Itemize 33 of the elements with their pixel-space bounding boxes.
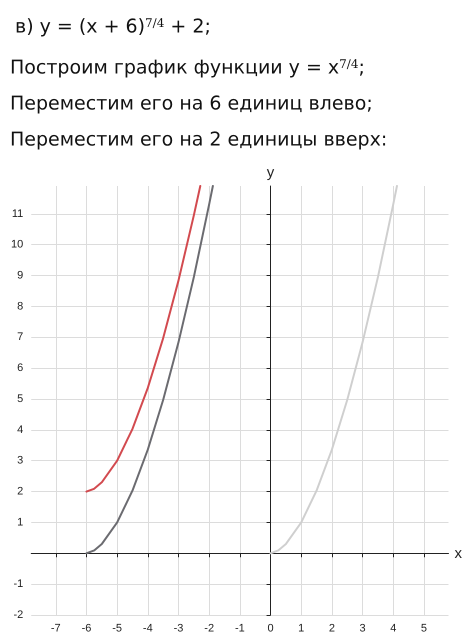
y-axis-title: y (266, 164, 275, 181)
line-series (270, 185, 398, 554)
x-axis-title: x (454, 544, 462, 562)
y-tick-label: -1 (13, 578, 24, 590)
line-series (85, 185, 202, 493)
y-tick-label: 8 (17, 300, 24, 312)
line-series (85, 185, 214, 554)
x-tick-label: -2 (204, 622, 214, 634)
x-tick-label: 5 (420, 622, 428, 634)
y-tick-label: 3 (17, 454, 24, 467)
x-tick-label: -3 (174, 622, 184, 634)
x-tick-label: 2 (328, 622, 335, 634)
text: Переместим его на 6 единиц влево; (10, 92, 373, 114)
y-tick-label: 2 (17, 486, 24, 498)
x-tick-label: -5 (112, 622, 122, 634)
y-tick-label: 6 (17, 362, 24, 374)
x-tick-label: -4 (142, 622, 153, 634)
y-tick-label: 4 (17, 424, 24, 436)
y-tick-label: 10 (10, 238, 24, 251)
x-tick-label: -6 (82, 622, 92, 634)
y-tick-label: -2 (13, 609, 24, 621)
y-tick-label: 1 (17, 516, 24, 528)
x-tick-label: 0 (267, 622, 274, 634)
y-tick-label: 7 (17, 331, 24, 344)
x-tick-label: 4 (390, 622, 396, 634)
y-tick-label: 11 (12, 208, 24, 220)
x-tick-label: 1 (298, 622, 304, 634)
x-tick-label: -1 (234, 622, 245, 634)
x-tick-label: -7 (50, 622, 61, 634)
text: Переместим его на 2 единицы вверх: (10, 128, 388, 150)
x-tick-label: 3 (360, 622, 366, 634)
y-tick-label: 9 (17, 270, 24, 282)
y-tick-label: 5 (17, 392, 24, 405)
